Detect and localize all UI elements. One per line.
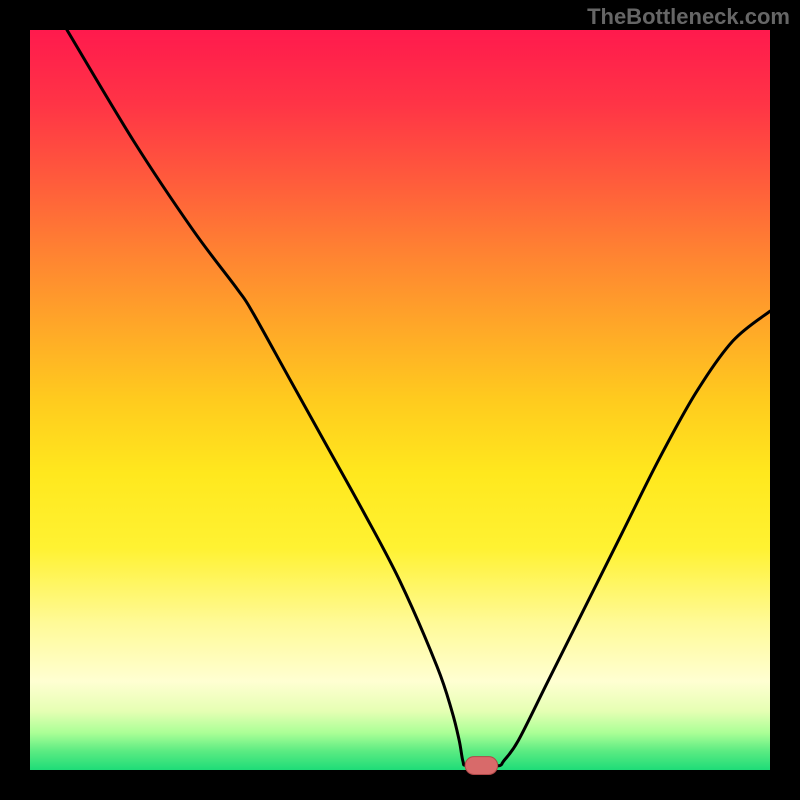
bottleneck-chart [0, 0, 800, 800]
chart-container: TheBottleneck.com [0, 0, 800, 800]
optimal-marker [465, 757, 498, 775]
watermark-text: TheBottleneck.com [587, 4, 790, 30]
plot-area [30, 30, 770, 770]
